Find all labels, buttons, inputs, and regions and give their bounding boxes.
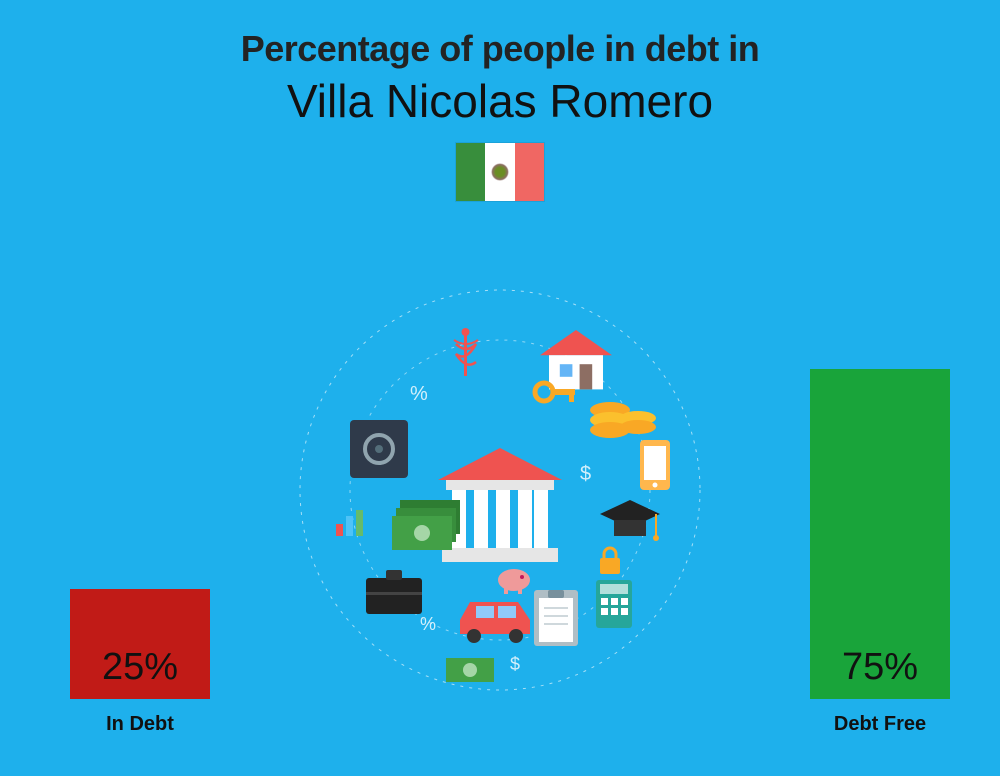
bar-in-debt-label: In Debt: [70, 713, 210, 736]
flag-stripe-green: [456, 143, 485, 201]
bars-container: 25% In Debt 75% Debt Free: [0, 216, 1000, 736]
bar-debt-free: 75%: [810, 369, 950, 699]
flag-stripe-red: [515, 143, 544, 201]
title-line2: Villa Nicolas Romero: [0, 74, 1000, 128]
bar-in-debt: 25%: [70, 589, 210, 699]
flag-stripe-white: [485, 143, 514, 201]
bar-in-debt-wrap: 25% In Debt: [70, 589, 210, 736]
bar-in-debt-value: 25%: [70, 646, 210, 689]
title-line1: Percentage of people in debt in: [0, 0, 1000, 70]
mexico-flag-icon: [455, 142, 545, 202]
bar-debt-free-value: 75%: [810, 646, 950, 689]
bar-debt-free-wrap: 75% Debt Free: [810, 369, 950, 736]
bar-debt-free-label: Debt Free: [810, 713, 950, 736]
